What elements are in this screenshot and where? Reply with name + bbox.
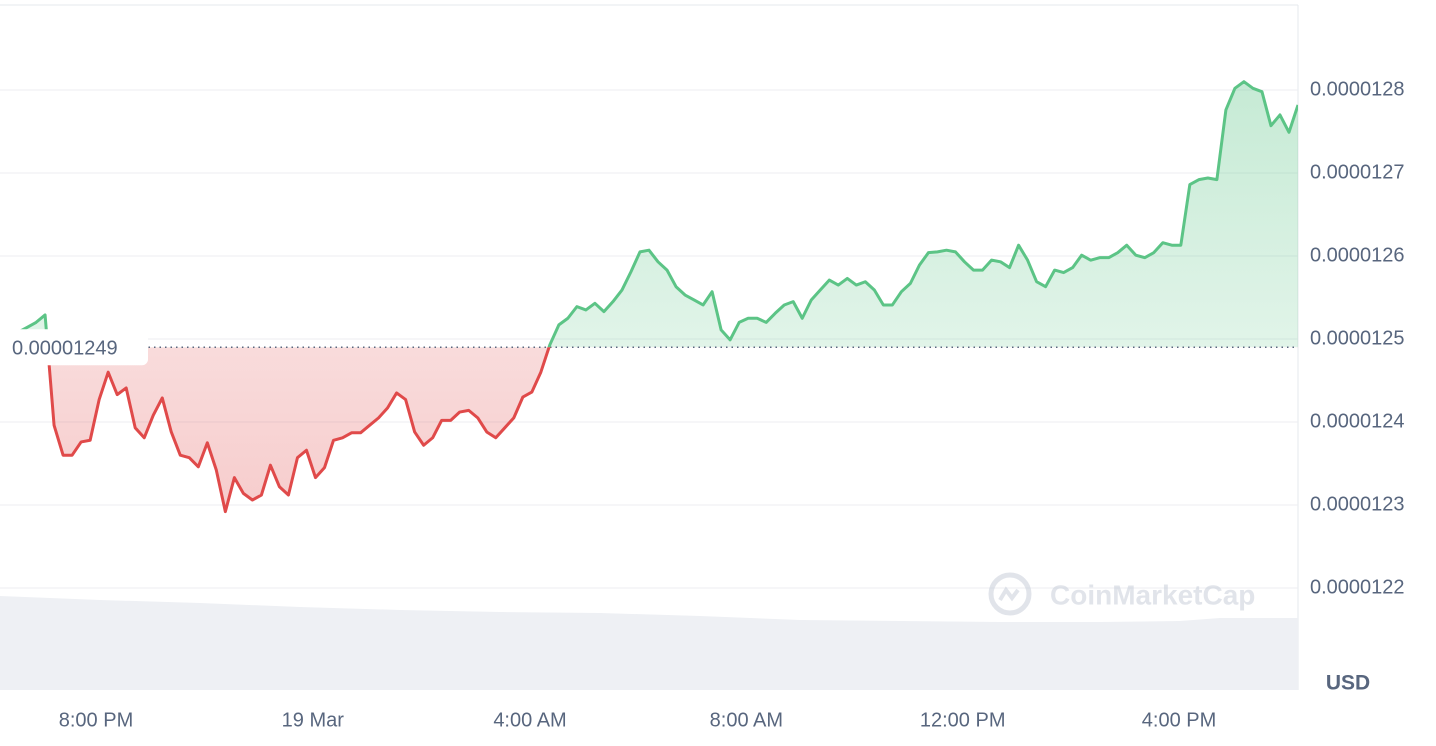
y-tick-label: 0.0000124: [1310, 410, 1405, 432]
volume-area: [0, 596, 1298, 690]
x-tick-label: 8:00 PM: [59, 709, 133, 731]
currency-label: USD: [1326, 672, 1370, 695]
y-tick-label: 0.0000123: [1310, 493, 1405, 515]
price-line-up: [0, 80, 1298, 348]
baseline-label-box: [0, 329, 148, 366]
area-down: [0, 347, 1298, 512]
watermark-text: CoinMarketCap: [1050, 579, 1255, 610]
area-up: [0, 81, 1298, 348]
watermark: CoinMarketCap: [988, 572, 1255, 616]
x-tick-label: 12:00 PM: [920, 709, 1006, 731]
y-tick-label: 0.0000122: [1310, 576, 1405, 598]
y-tick-label: 0.0000127: [1310, 161, 1405, 183]
plot: 0.00001249: [0, 80, 1298, 514]
y-tick-label: 0.0000125: [1310, 327, 1405, 349]
baseline-label: 0.00001249: [12, 338, 118, 360]
x-tick-label: 19 Mar: [282, 709, 345, 731]
x-tick-label: 4:00 PM: [1142, 709, 1216, 731]
x-tick-label: 8:00 AM: [710, 709, 783, 731]
x-tick-label: 4:00 AM: [493, 709, 566, 731]
y-tick-label: 0.0000126: [1310, 244, 1405, 266]
price-line-down: [46, 347, 551, 514]
y-tick-label: 0.0000128: [1310, 78, 1405, 100]
